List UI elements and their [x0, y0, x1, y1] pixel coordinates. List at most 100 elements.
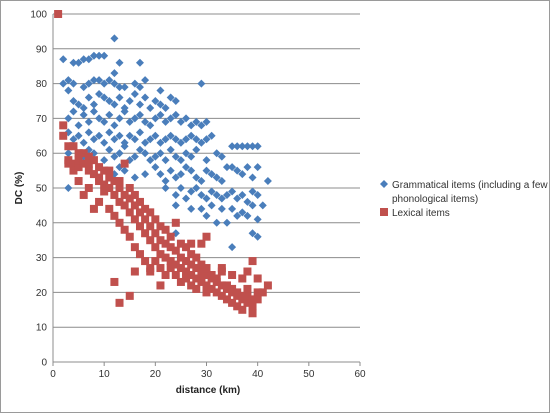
point-lexical-140: [125, 291, 134, 300]
point-lexical-142: [146, 267, 155, 276]
point-grammatical-42: [130, 90, 139, 99]
point-grammatical-122: [141, 149, 150, 158]
point-grammatical-91: [125, 131, 134, 140]
point-grammatical-2: [69, 58, 78, 67]
point-lexical-121: [166, 232, 175, 241]
point-grammatical-28: [156, 86, 165, 95]
point-grammatical-195: [228, 204, 237, 213]
point-grammatical-65: [135, 110, 144, 119]
point-grammatical-44: [141, 93, 150, 102]
axes: [52, 14, 360, 363]
point-lexical-25: [120, 190, 129, 199]
point-grammatical-67: [146, 121, 155, 130]
point-grammatical-66: [141, 117, 150, 126]
point-grammatical-175: [182, 194, 191, 203]
point-lexical-123: [176, 239, 185, 248]
point-lexical-20: [105, 184, 114, 192]
point-lexical-42: [161, 253, 170, 262]
point-lexical-0: [54, 10, 63, 18]
x-tick-30: 30: [201, 369, 213, 380]
point-lexical-58: [202, 281, 211, 290]
point-grammatical-196: [238, 208, 247, 217]
legend-label-lexical: Lexical items: [392, 208, 450, 219]
point-grammatical-73: [176, 117, 185, 126]
point-grammatical-17: [84, 79, 93, 88]
y-tick-100: 100: [30, 10, 47, 21]
point-lexical-116: [141, 204, 150, 213]
point-grammatical-186: [238, 190, 247, 199]
point-grammatical-118: [120, 142, 129, 151]
point-grammatical-115: [105, 145, 114, 154]
point-lexical-105: [202, 288, 211, 297]
point-grammatical-191: [187, 204, 196, 213]
point-grammatical-105: [197, 138, 206, 147]
point-lexical-5: [69, 159, 78, 168]
point-grammatical-170: [253, 163, 262, 172]
point-lexical-146: [202, 232, 211, 241]
y-tick-70: 70: [36, 114, 48, 125]
point-grammatical-93: [135, 128, 144, 137]
series-lexical-points: [54, 10, 272, 318]
point-grammatical-165: [228, 163, 237, 172]
y-tick-90: 90: [36, 44, 48, 55]
point-grammatical-161: [207, 170, 216, 179]
point-lexical-82: [84, 184, 93, 192]
point-grammatical-61: [115, 114, 124, 123]
point-grammatical-128: [171, 152, 180, 161]
point-lexical-26: [120, 201, 129, 210]
point-grammatical-49: [166, 93, 175, 102]
x-axis-title: distance (km): [176, 385, 240, 396]
point-lexical-64: [217, 291, 226, 300]
x-tick-labels: 0 10 20 30 40 50 60: [50, 362, 366, 380]
point-lexical-43: [166, 243, 175, 252]
point-lexical-104: [197, 274, 206, 283]
point-grammatical-85: [95, 131, 104, 140]
point-grammatical-60: [110, 121, 119, 130]
point-grammatical-47: [156, 100, 165, 109]
point-grammatical-74: [182, 114, 191, 123]
point-grammatical-92: [130, 135, 139, 144]
point-lexical-75: [248, 309, 257, 318]
point-lexical-107: [74, 149, 83, 158]
point-lexical-148: [228, 271, 237, 279]
point-lexical-2: [59, 131, 68, 140]
point-grammatical-159: [197, 177, 206, 186]
point-grammatical-133: [202, 156, 211, 165]
point-grammatical-147: [120, 166, 129, 175]
point-grammatical-130: [182, 149, 191, 158]
series-grammatical-points: [59, 34, 272, 252]
point-grammatical-64: [130, 114, 139, 123]
point-grammatical-135: [217, 152, 226, 161]
point-lexical-37: [151, 229, 160, 238]
point-grammatical-45: [146, 103, 155, 112]
point-grammatical-138: [238, 142, 247, 151]
point-grammatical-199: [222, 218, 231, 227]
point-grammatical-0: [59, 55, 68, 64]
point-grammatical-157: [187, 166, 196, 175]
legend-label-grammatical-line1: Grammatical items (including a few: [392, 180, 548, 191]
point-grammatical-131: [187, 152, 196, 161]
point-lexical-92: [135, 250, 144, 259]
point-lexical-46: [171, 260, 180, 269]
point-lexical-110: [105, 166, 114, 175]
point-grammatical-168: [243, 163, 252, 172]
point-lexical-86: [105, 204, 114, 213]
point-grammatical-56: [89, 107, 98, 116]
point-grammatical-179: [202, 194, 211, 203]
point-lexical-154: [258, 288, 267, 297]
point-lexical-73: [243, 298, 252, 307]
point-grammatical-181: [212, 190, 221, 199]
point-lexical-109: [95, 173, 104, 182]
point-grammatical-63: [125, 117, 134, 126]
point-lexical-125: [187, 250, 196, 259]
point-grammatical-48: [161, 103, 170, 112]
point-lexical-31: [135, 208, 144, 217]
point-grammatical-19: [95, 76, 104, 85]
point-grammatical-97: [156, 138, 165, 147]
legend-label-grammatical-line2: phonological items): [392, 194, 478, 205]
point-grammatical-3: [74, 58, 83, 67]
point-lexical-47: [176, 253, 185, 262]
point-grammatical-89: [115, 131, 124, 140]
point-lexical-29: [130, 201, 139, 210]
point-lexical-44: [166, 257, 175, 266]
